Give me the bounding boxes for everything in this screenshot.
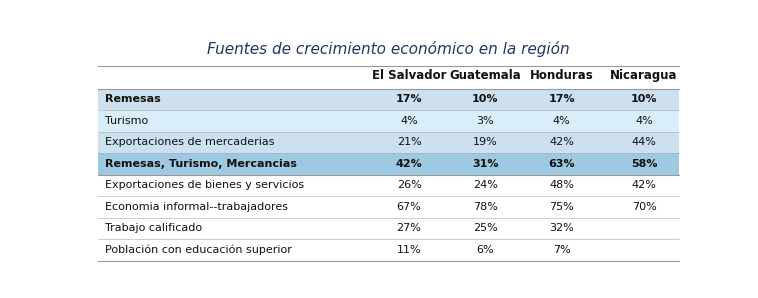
Text: 63%: 63% (549, 159, 575, 169)
Text: Turismo: Turismo (105, 116, 149, 126)
Text: 31%: 31% (472, 159, 499, 169)
Text: Honduras: Honduras (530, 69, 594, 82)
Text: 42%: 42% (396, 159, 422, 169)
Bar (98, 131, 679, 153)
Text: 4%: 4% (400, 116, 418, 126)
Text: 27%: 27% (396, 224, 421, 233)
Text: 42%: 42% (631, 180, 656, 190)
Text: 11%: 11% (396, 245, 421, 255)
Text: 4%: 4% (635, 116, 653, 126)
Bar (98, 89, 679, 110)
Bar (98, 175, 679, 196)
Text: Exportaciones de bienes y servicios: Exportaciones de bienes y servicios (105, 180, 305, 190)
Text: Remesas: Remesas (105, 94, 161, 104)
Text: 42%: 42% (550, 137, 575, 147)
Text: 58%: 58% (631, 159, 657, 169)
Text: 6%: 6% (477, 245, 494, 255)
Text: 67%: 67% (396, 202, 421, 212)
Bar (98, 239, 679, 261)
Text: Remesas, Turismo, Mercancias: Remesas, Turismo, Mercancias (105, 159, 297, 169)
Text: Fuentes de crecimiento económico en la región: Fuentes de crecimiento económico en la r… (207, 41, 570, 57)
Text: 48%: 48% (550, 180, 575, 190)
Text: 70%: 70% (631, 202, 656, 212)
Text: 19%: 19% (473, 137, 498, 147)
Text: 25%: 25% (473, 224, 498, 233)
Text: 44%: 44% (631, 137, 656, 147)
Text: 17%: 17% (549, 94, 575, 104)
Text: Población con educación superior: Población con educación superior (105, 245, 292, 255)
Text: El Salvador: El Salvador (371, 69, 446, 82)
Text: 17%: 17% (396, 94, 422, 104)
Text: 32%: 32% (550, 224, 574, 233)
Text: 10%: 10% (472, 94, 499, 104)
Bar (98, 153, 679, 175)
Text: Trabajo calificado: Trabajo calificado (105, 224, 202, 233)
Text: 24%: 24% (473, 180, 498, 190)
Bar (98, 218, 679, 239)
Bar (98, 110, 679, 131)
Text: 21%: 21% (396, 137, 421, 147)
Text: 7%: 7% (553, 245, 571, 255)
Text: 10%: 10% (631, 94, 657, 104)
Text: 75%: 75% (550, 202, 574, 212)
Text: 3%: 3% (477, 116, 494, 126)
Bar (98, 196, 679, 218)
Text: 26%: 26% (396, 180, 421, 190)
Text: Economia informal--trabajadores: Economia informal--trabajadores (105, 202, 288, 212)
Text: Guatemala: Guatemala (449, 69, 522, 82)
Text: Exportaciones de mercaderias: Exportaciones de mercaderias (105, 137, 275, 147)
Text: Nicaragua: Nicaragua (610, 69, 678, 82)
Text: 4%: 4% (553, 116, 571, 126)
Text: 78%: 78% (473, 202, 498, 212)
